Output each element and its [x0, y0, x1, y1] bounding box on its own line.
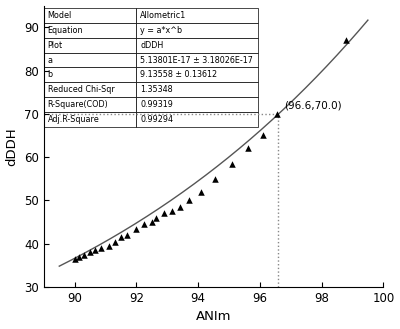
- Point: [92, 248, 98, 253]
- Point: [161, 211, 168, 216]
- Point: [176, 204, 183, 210]
- Point: [141, 222, 147, 227]
- Point: [124, 232, 130, 238]
- Point: [149, 219, 155, 225]
- Point: [112, 239, 118, 244]
- Point: [153, 215, 160, 220]
- Point: [81, 252, 87, 257]
- Point: [118, 235, 124, 240]
- X-axis label: ANIm: ANIm: [196, 311, 231, 323]
- Point: [343, 38, 350, 43]
- Point: [98, 245, 104, 251]
- Point: [87, 250, 93, 255]
- Point: [169, 209, 175, 214]
- Point: [212, 176, 218, 181]
- Point: [72, 256, 78, 262]
- Point: [244, 146, 251, 151]
- Point: [229, 161, 235, 166]
- Text: (96.6,70.0): (96.6,70.0): [284, 100, 342, 110]
- Point: [260, 133, 266, 138]
- Point: [198, 189, 204, 194]
- Point: [133, 226, 140, 231]
- Point: [186, 198, 192, 203]
- Point: [274, 111, 280, 116]
- Point: [76, 254, 82, 259]
- Point: [106, 243, 112, 248]
- Y-axis label: dDDH: dDDH: [6, 127, 18, 165]
